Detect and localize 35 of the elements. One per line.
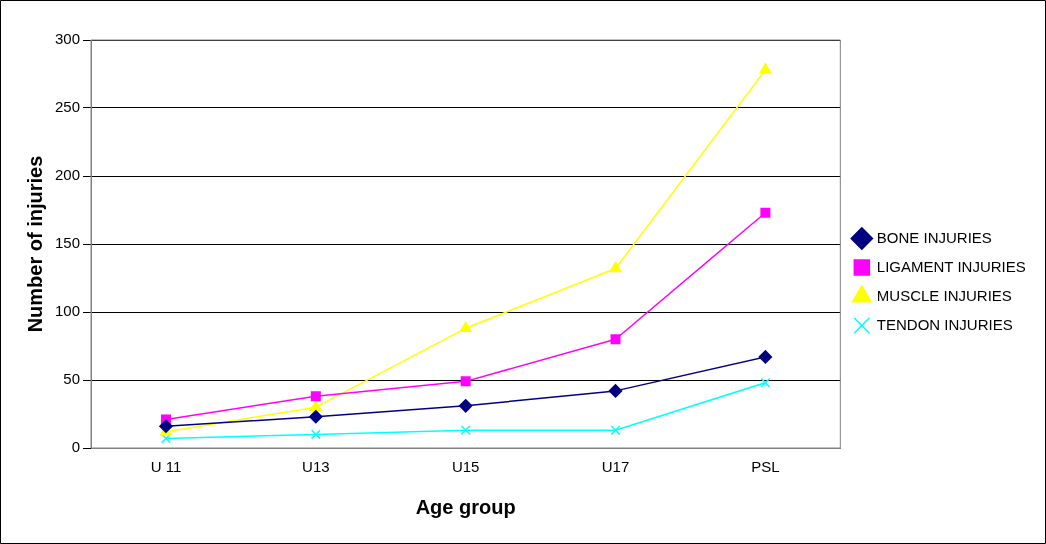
point [460, 376, 471, 387]
point [458, 399, 473, 413]
point [309, 400, 322, 411]
point [159, 419, 173, 433]
legend-label: MUSCLE INJURIES [876, 286, 1012, 304]
point [759, 63, 772, 74]
x-tick-label: U15 [451, 458, 480, 476]
y-tick-label: 250 [55, 98, 81, 116]
x-tick-label: U17 [601, 458, 630, 476]
x-axis-title: Age group [415, 495, 516, 518]
point [309, 409, 323, 424]
point [760, 207, 771, 218]
x-tick-label: U13 [302, 458, 330, 476]
y-tick-label: 100 [55, 302, 81, 320]
legend-label: LIGAMENT INJURIES [876, 257, 1026, 275]
point [758, 350, 773, 364]
y-tick-label: 0 [71, 438, 81, 456]
y-tick-label: 300 [55, 30, 81, 48]
point [310, 391, 321, 402]
point [610, 334, 621, 345]
legend-label: BONE INJURIES [876, 228, 992, 246]
x-tick-label: U 11 [150, 458, 182, 476]
point [459, 321, 472, 333]
y-tick-label: 200 [55, 166, 81, 184]
point [610, 425, 621, 436]
legend-label: TENDON INJURIES [876, 315, 1013, 333]
point [760, 377, 771, 388]
y-axis-title: Number of injuries [23, 155, 46, 333]
point [608, 384, 623, 398]
x-tick-label: PSL [751, 458, 780, 476]
point [460, 425, 471, 436]
point [310, 429, 321, 440]
point [609, 261, 622, 273]
y-tick-label: 50 [63, 370, 81, 388]
y-tick-label: 150 [55, 234, 81, 252]
